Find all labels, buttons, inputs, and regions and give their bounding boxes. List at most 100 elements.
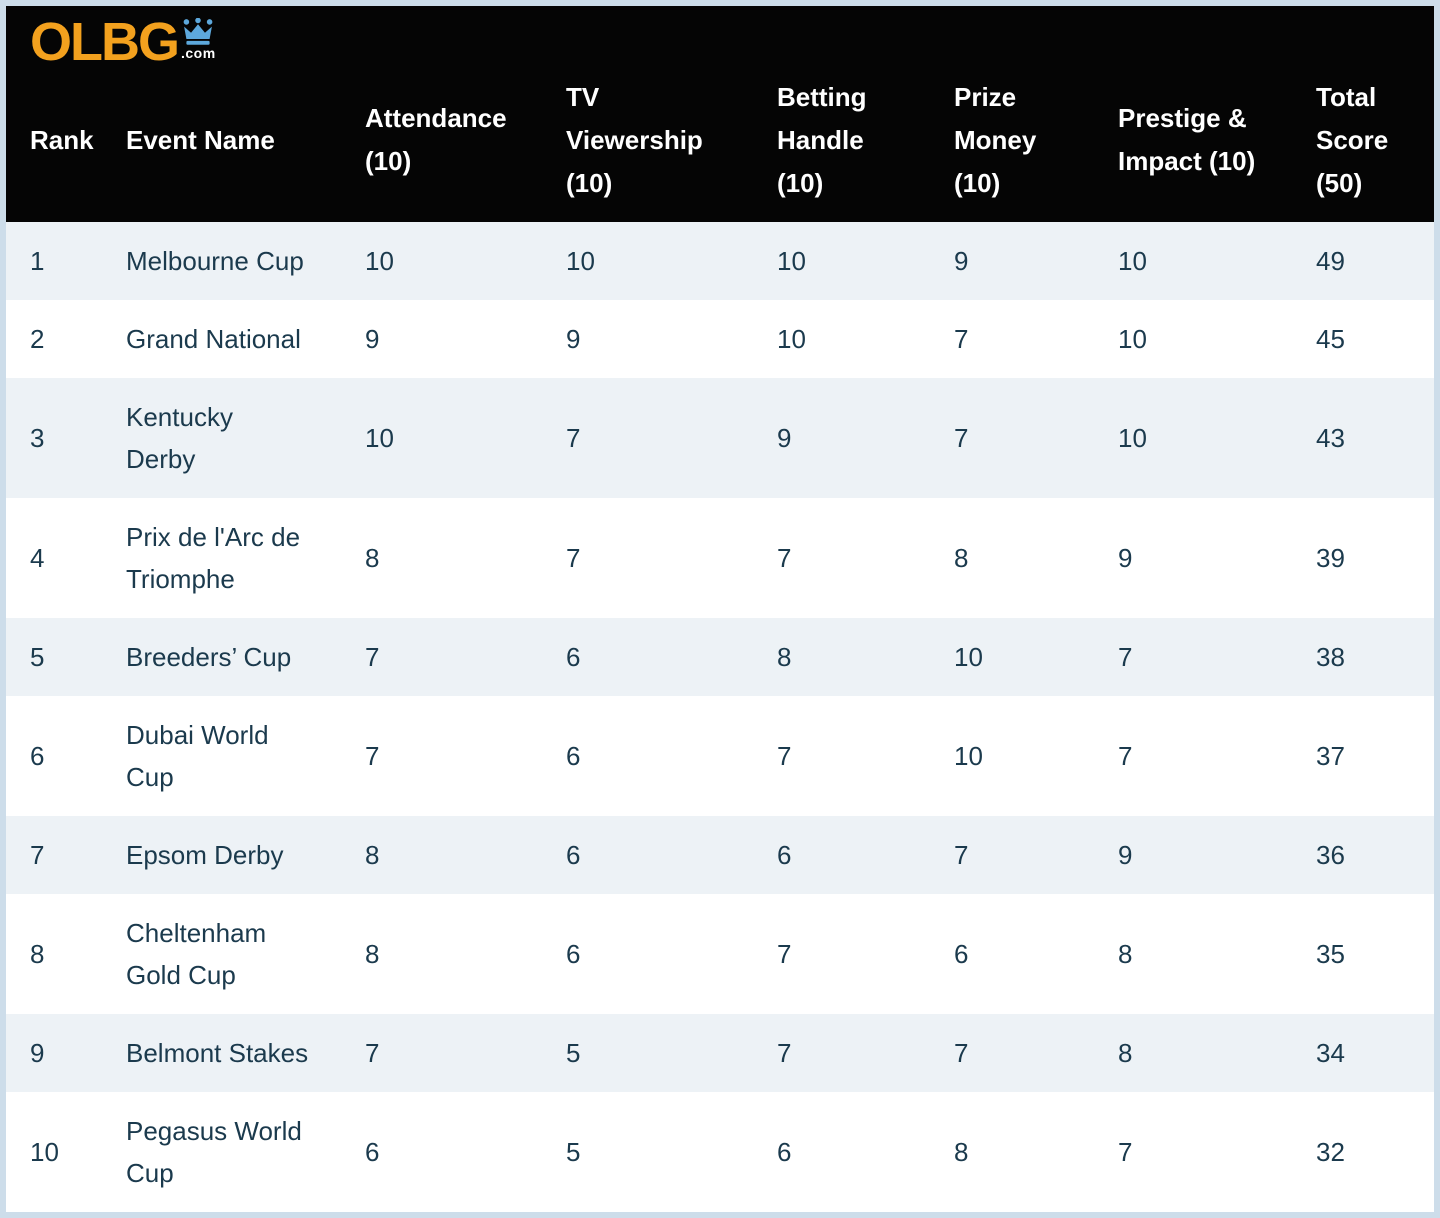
cell-total-score: 36	[1316, 840, 1345, 870]
table-row-9: 9 Belmont Stakes 7 5 7 7 8 34	[6, 1014, 1434, 1092]
cell-tv-viewership: 6	[566, 642, 581, 672]
cell-prize-money: 8	[954, 543, 969, 573]
cell-prize-money: 7	[954, 423, 969, 453]
cell-tv-viewership: 10	[566, 246, 595, 276]
cell-total-score: 37	[1316, 741, 1345, 771]
cell-prize-money: 7	[954, 840, 969, 870]
cell-prestige-impact: 9	[1118, 543, 1133, 573]
olbg-logo: OLBG .com	[24, 12, 1416, 72]
table-row-8: 8 Cheltenham Gold Cup 8 6 7 6 8 35	[6, 894, 1434, 1014]
cell-rank: 3	[30, 423, 45, 453]
cell-betting-handle: 6	[777, 1137, 792, 1167]
cell-prestige-impact: 8	[1118, 939, 1133, 969]
cell-event-name: Epsom Derby	[126, 840, 284, 870]
cell-betting-handle: 10	[777, 246, 806, 276]
cell-rank: 6	[30, 741, 45, 771]
cell-prestige-impact: 9	[1118, 840, 1133, 870]
table-row-2: 2 Grand National 9 9 10 7 10 45	[6, 300, 1434, 378]
cell-rank: 5	[30, 642, 45, 672]
cell-attendance: 8	[365, 939, 380, 969]
cell-event-name: Breeders’ Cup	[126, 642, 292, 672]
column-headers-row: Rank Event Name Attendance (10) TV Viewersh…	[24, 68, 1416, 212]
cell-prize-money: 7	[954, 324, 969, 354]
cell-rank: 9	[30, 1038, 45, 1068]
cell-betting-handle: 8	[777, 642, 792, 672]
cell-total-score: 32	[1316, 1137, 1345, 1167]
cell-attendance: 9	[365, 324, 380, 354]
table-row-4: 4 Prix de l'Arc de Triomphe 8 7 7 8 9 39	[6, 498, 1434, 618]
cell-prize-money: 10	[954, 741, 983, 771]
cell-total-score: 49	[1316, 246, 1345, 276]
cell-prestige-impact: 10	[1118, 423, 1147, 453]
cell-tv-viewership: 5	[566, 1137, 581, 1167]
cell-total-score: 45	[1316, 324, 1345, 354]
cell-prestige-impact: 8	[1118, 1038, 1133, 1068]
cell-prestige-impact: 7	[1118, 1137, 1133, 1167]
cell-betting-handle: 10	[777, 324, 806, 354]
cell-betting-handle: 7	[777, 1038, 792, 1068]
table-row-5: 5 Breeders’ Cup 7 6 8 10 7 38	[6, 618, 1434, 696]
cell-tv-viewership: 6	[566, 840, 581, 870]
cell-betting-handle: 7	[777, 939, 792, 969]
cell-event-name: Dubai World Cup	[126, 720, 269, 792]
column-header-event-name: Event Name	[126, 124, 275, 155]
cell-betting-handle: 7	[777, 741, 792, 771]
cell-attendance: 8	[365, 543, 380, 573]
cell-tv-viewership: 6	[566, 939, 581, 969]
cell-attendance: 7	[365, 741, 380, 771]
column-header-attendance: Attendance (10)	[365, 103, 507, 176]
cell-total-score: 34	[1316, 1038, 1345, 1068]
cell-betting-handle: 6	[777, 840, 792, 870]
cell-tv-viewership: 7	[566, 423, 581, 453]
cell-rank: 8	[30, 939, 45, 969]
cell-prestige-impact: 7	[1118, 642, 1133, 672]
cell-attendance: 6	[365, 1137, 380, 1167]
cell-betting-handle: 7	[777, 543, 792, 573]
table-header-band: OLBG .com Rank Event Name Attendance (10) T…	[6, 6, 1434, 222]
olbg-logo-text: OLBG	[30, 12, 180, 72]
column-header-prestige-impact: Prestige & Impact (10)	[1118, 103, 1256, 176]
cell-prestige-impact: 10	[1118, 246, 1147, 276]
cell-prize-money: 8	[954, 1137, 969, 1167]
cell-rank: 10	[30, 1137, 59, 1167]
column-header-rank: Rank	[30, 124, 94, 155]
table-row-6: 6 Dubai World Cup 7 6 7 10 7 37	[6, 696, 1434, 816]
cell-prize-money: 9	[954, 246, 969, 276]
cell-event-name: Cheltenham Gold Cup	[126, 918, 267, 990]
cell-total-score: 43	[1316, 423, 1345, 453]
cell-attendance: 7	[365, 642, 380, 672]
table-row-10: 10 Pegasus World Cup 6 5 6 8 7 32	[6, 1092, 1434, 1212]
table-row-7: 7 Epsom Derby 8 6 6 7 9 36	[6, 816, 1434, 894]
cell-rank: 1	[30, 246, 45, 276]
crown-icon	[183, 18, 213, 45]
column-header-total-score: Total Score (50)	[1316, 81, 1389, 198]
column-header-betting-handle: Betting Handle (10)	[777, 81, 867, 198]
cell-event-name: Kentucky Derby	[126, 402, 233, 474]
cell-event-name: Pegasus World Cup	[126, 1116, 302, 1188]
cell-rank: 7	[30, 840, 45, 870]
cell-prestige-impact: 10	[1118, 324, 1147, 354]
cell-attendance: 10	[365, 246, 394, 276]
cell-prize-money: 10	[954, 642, 983, 672]
column-header-prize-money: Prize Money (10)	[954, 81, 1037, 198]
cell-total-score: 39	[1316, 543, 1345, 573]
cell-event-name: Prix de l'Arc de Triomphe	[126, 522, 301, 594]
cell-event-name: Grand National	[126, 324, 301, 354]
cell-prestige-impact: 7	[1118, 741, 1133, 771]
cell-event-name: Melbourne Cup	[126, 246, 304, 276]
table-body: 1 Melbourne Cup 10 10 10 9 10 49 2 Grand National…	[6, 222, 1434, 1212]
cell-tv-viewership: 6	[566, 741, 581, 771]
cell-attendance: 8	[365, 840, 380, 870]
table-row-1: 1 Melbourne Cup 10 10 10 9 10 49	[6, 222, 1434, 300]
column-header-tv-viewership: TV Viewership (10)	[566, 81, 703, 198]
cell-attendance: 7	[365, 1038, 380, 1068]
olbg-logo-crown-block: .com	[181, 18, 216, 60]
table-row-3: 3 Kentucky Derby 10 7 9 7 10 43	[6, 378, 1434, 498]
cell-prize-money: 6	[954, 939, 969, 969]
cell-prize-money: 7	[954, 1038, 969, 1068]
cell-attendance: 10	[365, 423, 394, 453]
cell-rank: 2	[30, 324, 45, 354]
cell-tv-viewership: 9	[566, 324, 581, 354]
cell-tv-viewership: 7	[566, 543, 581, 573]
